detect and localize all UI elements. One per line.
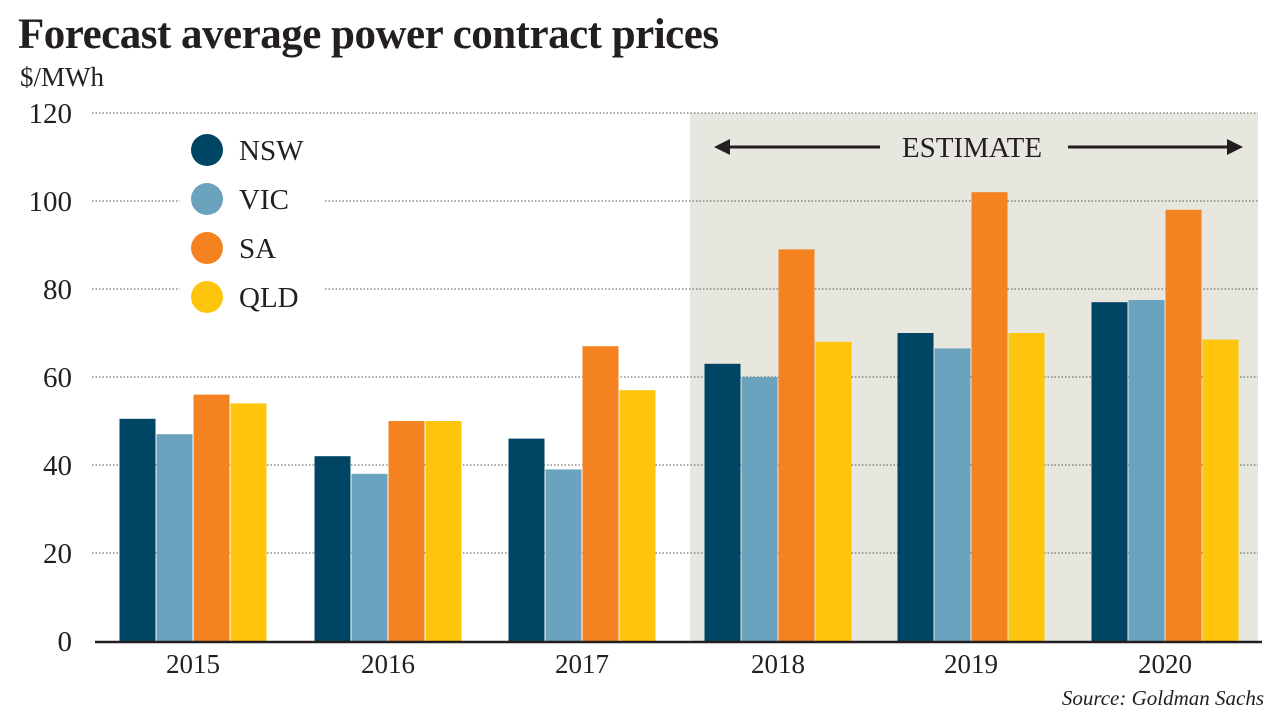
legend-label: QLD xyxy=(239,282,299,314)
bar-sa-2015 xyxy=(193,394,230,641)
bar-qld-2016 xyxy=(425,421,462,641)
y-tick-label: 40 xyxy=(43,450,72,482)
bar-qld-2018 xyxy=(815,341,852,641)
y-tick-label: 120 xyxy=(29,98,73,130)
y-tick-label: 60 xyxy=(43,362,72,394)
bar-nsw-2018 xyxy=(704,363,741,641)
bar-vic-2020 xyxy=(1128,300,1165,641)
x-tick-label: 2018 xyxy=(751,649,805,679)
bar-nsw-2020 xyxy=(1091,302,1128,641)
legend-swatch-vic xyxy=(191,183,223,215)
x-tick-label: 2015 xyxy=(166,649,220,679)
bar-nsw-2016 xyxy=(314,456,351,641)
bar-vic-2016 xyxy=(351,473,388,641)
y-tick-label: 100 xyxy=(29,186,73,218)
y-tick-label: 80 xyxy=(43,274,72,306)
bar-vic-2019 xyxy=(934,348,971,641)
legend-swatch-qld xyxy=(191,281,223,313)
bar-sa-2019 xyxy=(971,192,1008,641)
x-tick-label: 2020 xyxy=(1138,649,1192,679)
estimate-label: ESTIMATE xyxy=(902,132,1042,164)
bar-nsw-2017 xyxy=(508,438,545,641)
arrow-left-icon xyxy=(714,139,730,155)
legend-swatch-nsw xyxy=(191,134,223,166)
bar-qld-2020 xyxy=(1202,339,1239,641)
legend-swatch-sa xyxy=(191,232,223,264)
bar-sa-2016 xyxy=(388,421,425,641)
x-tick-label: 2017 xyxy=(555,649,609,679)
bar-nsw-2015 xyxy=(119,418,156,641)
legend-label: NSW xyxy=(239,135,304,167)
legend-label: SA xyxy=(239,233,276,265)
bar-qld-2019 xyxy=(1008,333,1045,641)
x-tick-label: 2019 xyxy=(944,649,998,679)
source-note: Source: Goldman Sachs xyxy=(1061,686,1264,710)
arrow-right-icon xyxy=(1227,139,1243,155)
legend-label: VIC xyxy=(239,184,289,216)
bar-vic-2017 xyxy=(545,469,582,641)
bar-qld-2017 xyxy=(619,390,656,641)
bar-sa-2020 xyxy=(1165,209,1202,642)
bar-qld-2015 xyxy=(230,403,267,641)
bar-sa-2017 xyxy=(582,346,619,641)
bar-vic-2015 xyxy=(156,434,193,641)
y-tick-label: 20 xyxy=(43,538,72,570)
bar-vic-2018 xyxy=(741,377,778,641)
x-tick-label: 2016 xyxy=(361,649,415,679)
chart-title: Forecast average power contract prices xyxy=(18,11,719,58)
bar-sa-2018 xyxy=(778,249,815,641)
bar-nsw-2019 xyxy=(897,333,934,641)
y-axis-unit: $/MWh xyxy=(20,62,104,92)
y-tick-label: 0 xyxy=(58,626,73,658)
